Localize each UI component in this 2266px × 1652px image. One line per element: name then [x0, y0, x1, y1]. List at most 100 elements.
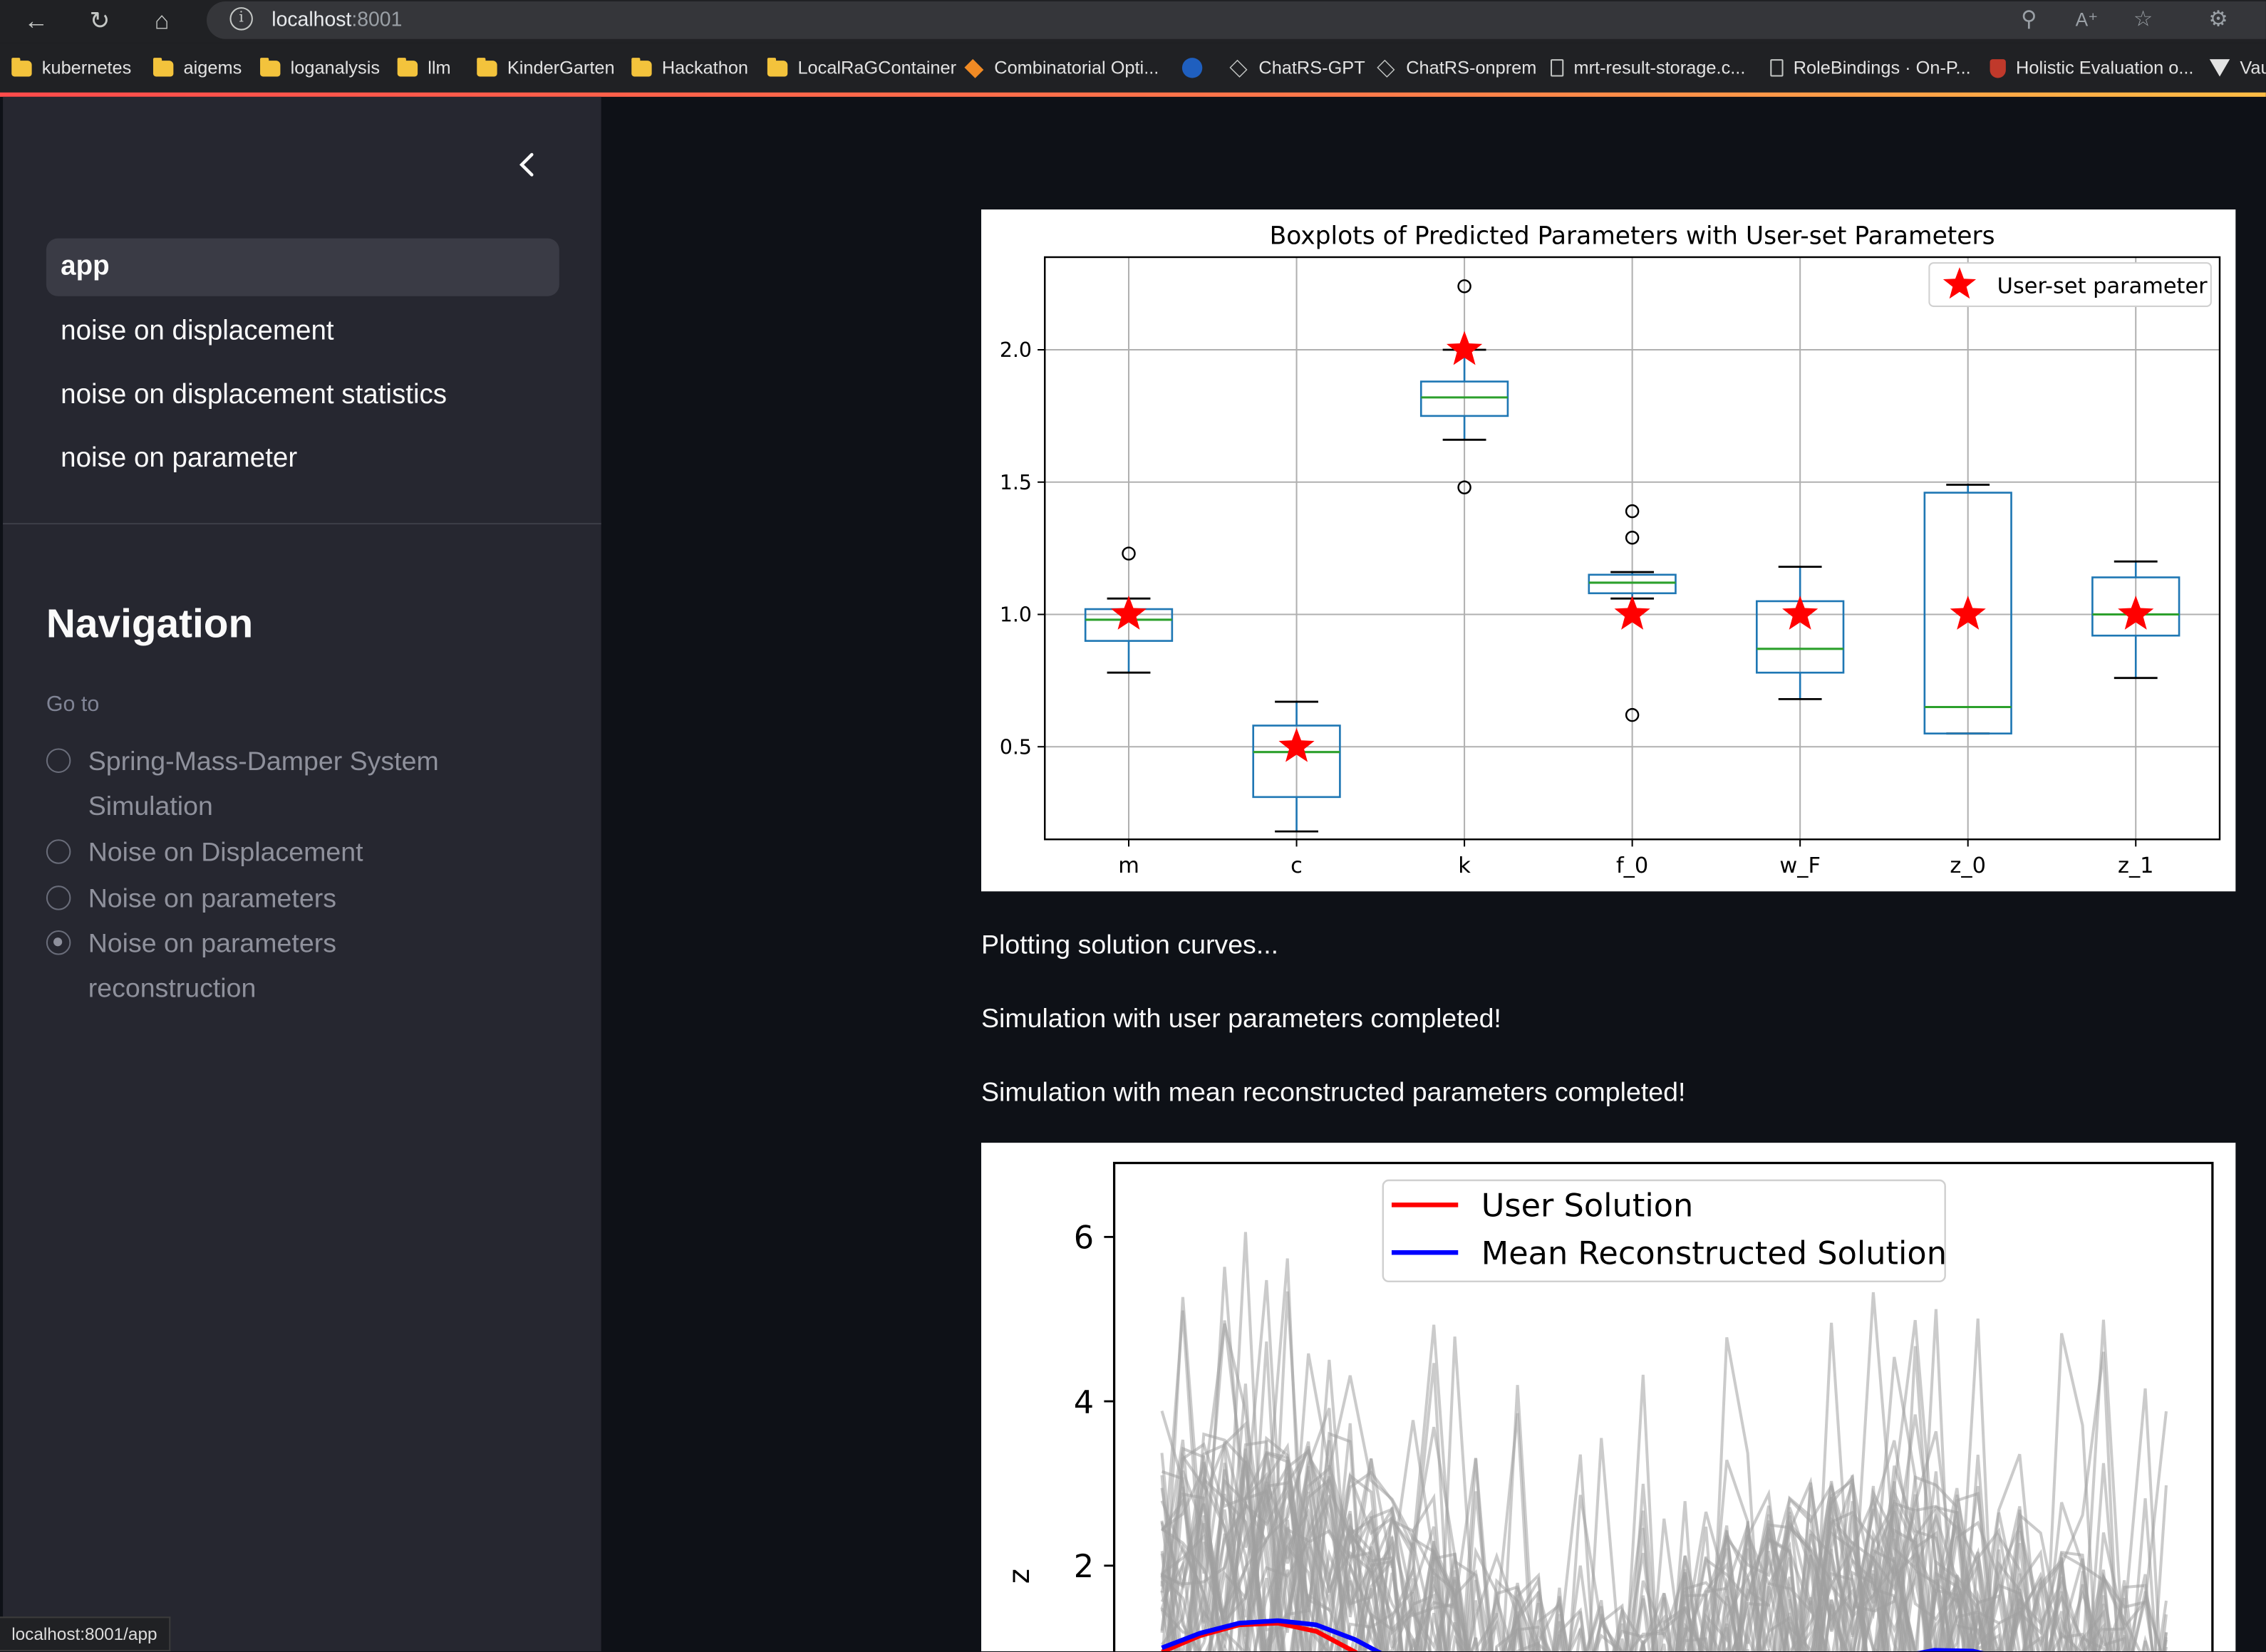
cube-icon — [964, 58, 984, 78]
user-set-star — [1447, 331, 1483, 365]
y-tick-label: 1.5 — [1000, 471, 1032, 494]
y-tick-label: 4 — [1074, 1383, 1094, 1420]
diamond-icon — [1229, 58, 1248, 77]
noisy-sample-line — [1160, 1440, 2074, 1652]
x-tick-label: m — [1118, 853, 1139, 878]
outlier-point — [1625, 707, 1640, 722]
radio-option-noise-displacement[interactable]: Noise on Displacement — [46, 835, 493, 874]
zoom-icon[interactable]: ⚲ — [2021, 7, 2037, 32]
y-tick-label: 2 — [1074, 1548, 1094, 1585]
triangle-icon — [2209, 59, 2230, 77]
radio-circle-icon[interactable] — [46, 839, 71, 864]
radio-option-noise-parameters[interactable]: Noise on parameters — [46, 881, 493, 920]
user-set-star — [1278, 727, 1315, 762]
navigation-heading: Navigation — [46, 601, 254, 646]
bookmark-label: RoleBindings · On-P... — [1793, 58, 1971, 78]
outlier-point — [1122, 546, 1136, 561]
read-aloud-icon[interactable]: A⁺ — [2075, 9, 2099, 31]
user-set-star — [1950, 596, 1986, 630]
user-set-star — [2118, 596, 2154, 630]
x-tick-label: f_0 — [1616, 853, 1648, 878]
bookmark-item[interactable]: LocalRaGContainer — [767, 55, 956, 81]
bookmark-item[interactable] — [1181, 55, 1213, 81]
sidebar-page-noise-displacement-statistics[interactable]: noise on displacement statistics — [61, 380, 447, 410]
plotting-message: Plotting solution curves... — [981, 929, 1279, 960]
radio-option-noise-reconstruction[interactable]: Noise on parameters reconstruction — [46, 926, 493, 1010]
chart-title: Boxplots of Predicted Parameters with Us… — [1270, 222, 1995, 251]
sidebar-divider — [3, 523, 601, 525]
bookmark-item[interactable]: Combinatorial Opti... — [964, 55, 1159, 81]
sidebar-page-noise-on-displacement[interactable]: noise on displacement — [61, 316, 334, 347]
radio-circle-icon[interactable] — [46, 885, 71, 910]
url-text[interactable]: localhost:8001 — [271, 7, 403, 31]
radio-label: Noise on parameters reconstruction — [88, 927, 336, 1003]
goto-label: Go to — [46, 692, 100, 717]
noisy-sample-line — [1165, 1442, 2154, 1652]
folder-icon — [152, 57, 174, 76]
y-axis-label: z — [1002, 1569, 1036, 1584]
site-info-icon[interactable]: i — [229, 7, 253, 31]
bookmark-item[interactable]: loganalysis — [260, 55, 380, 81]
collapse-sidebar-icon[interactable] — [512, 149, 544, 181]
bookmark-item[interactable]: KinderGarten — [477, 55, 615, 81]
sidebar-page-noise-on-parameter[interactable]: noise on parameter — [61, 443, 298, 474]
bookmark-label: LocalRaGContainer — [797, 58, 957, 78]
bookmark-item[interactable]: Holistic Evaluation o... — [1990, 55, 2194, 81]
plot-frame — [1112, 1161, 2214, 1652]
bookmark-label: loganalysis — [290, 58, 381, 78]
outlier-point — [1625, 531, 1640, 545]
noisy-sample-line — [1166, 1323, 2168, 1652]
favorite-star-icon[interactable]: ☆ — [2133, 7, 2153, 32]
mean-simulation-message: Simulation with mean reconstructed param… — [981, 1076, 1686, 1107]
legend-label: User-set parameter — [1997, 274, 2208, 299]
address-bar[interactable]: i localhost:8001 ⚲ A⁺ ☆ ⚙ — [207, 1, 2266, 39]
noisy-sample-line — [1161, 1346, 2168, 1652]
solution-curve — [1161, 1621, 1358, 1652]
radio-selected-icon[interactable] — [46, 930, 71, 955]
outlier-point — [1457, 279, 1471, 293]
bookmark-item[interactable]: ChatRS-GPT — [1228, 55, 1365, 81]
app-accent-line — [0, 92, 2266, 97]
bookmark-item[interactable]: llm — [397, 55, 451, 81]
reload-icon[interactable]: ↻ — [89, 7, 110, 35]
back-arrow-icon[interactable]: ← — [24, 7, 48, 35]
page-icon — [1551, 59, 1564, 77]
folder-icon — [631, 57, 652, 76]
bookmark-item[interactable]: Vau — [2209, 55, 2266, 81]
radio-option-simulation[interactable]: Spring-Mass-Damper System Simulation — [46, 744, 493, 828]
bookmark-item[interactable]: Hackathon — [631, 55, 748, 81]
extensions-icon[interactable]: ⚙ — [2208, 7, 2228, 32]
user-set-star — [1782, 596, 1819, 630]
bookmark-item[interactable]: ChatRS-onprem — [1376, 55, 1536, 81]
folder-icon — [477, 57, 497, 76]
box-body — [1252, 724, 1341, 799]
status-url: localhost:8001/app — [0, 1616, 170, 1652]
globe-icon — [1181, 58, 1203, 78]
box-body — [1923, 492, 2012, 734]
bookmark-item[interactable]: mrt-result-storage.c... — [1551, 55, 1745, 81]
bookmark-label: llm — [428, 58, 451, 78]
solution-curve — [1161, 1618, 1985, 1652]
folder-icon — [11, 57, 32, 76]
noisy-sample-line — [1160, 1420, 2070, 1652]
user-set-star — [1110, 596, 1147, 630]
bookmark-item[interactable]: kubernetes — [11, 55, 131, 81]
noisy-sample-line — [1169, 1322, 2029, 1652]
legend-label: Mean Reconstructed Solution — [1481, 1235, 1947, 1272]
sidebar-page-app[interactable]: app — [46, 238, 559, 296]
noisy-sample-line — [1181, 1318, 2155, 1652]
radio-circle-icon[interactable] — [46, 748, 71, 773]
folder-icon — [397, 57, 418, 76]
home-icon[interactable]: ⌂ — [154, 7, 170, 35]
x-tick-label: k — [1458, 853, 1471, 878]
bookmark-label: Holistic Evaluation o... — [2016, 58, 2194, 78]
browser-toolbar: ← ↻ ⌂ i localhost:8001 ⚲ A⁺ ☆ ⚙ — [0, 0, 2266, 43]
box-body — [1588, 573, 1677, 595]
bookmark-label: aigems — [183, 58, 242, 78]
bookmark-item[interactable]: RoleBindings · On-P... — [1770, 55, 1971, 81]
bookmark-item[interactable]: aigems — [152, 55, 242, 81]
user-simulation-message: Simulation with user parameters complete… — [981, 1002, 1501, 1034]
bookmark-label: ChatRS-GPT — [1258, 58, 1365, 78]
